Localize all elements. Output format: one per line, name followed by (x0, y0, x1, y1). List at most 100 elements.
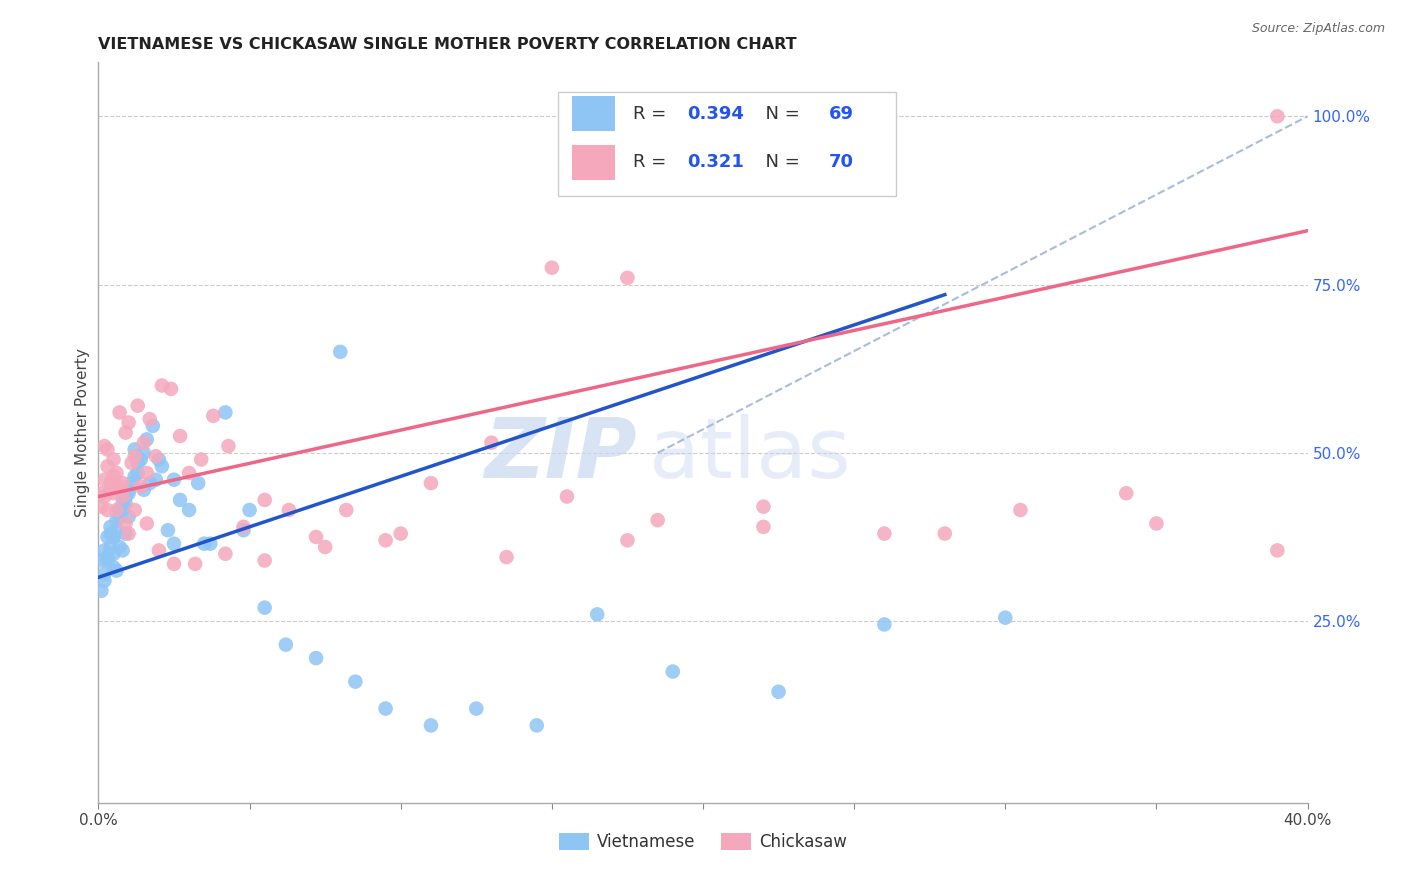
Text: N =: N = (754, 104, 806, 123)
Point (108, 405, 131, 419)
Point (179, 503, 201, 517)
Point (169, 429, 191, 443)
Text: ZIP: ZIP (484, 414, 637, 495)
Point (105, 503, 128, 517)
Point (93, 473, 115, 487)
Point (465, 701, 488, 715)
Point (111, 503, 134, 517)
Point (374, 533, 396, 548)
Point (202, 409, 225, 423)
Point (127, 399, 149, 413)
Point (253, 492, 276, 507)
Point (103, 486, 125, 500)
Point (163, 536, 186, 550)
Point (145, 473, 167, 487)
Point (274, 638, 297, 652)
Point (124, 449, 146, 463)
Point (148, 452, 170, 467)
Point (163, 557, 186, 571)
Point (105, 466, 128, 480)
Point (586, 607, 609, 622)
Text: N =: N = (754, 153, 806, 171)
Point (118, 416, 141, 430)
Point (114, 516, 136, 531)
Point (253, 553, 276, 567)
Point (100, 540, 122, 554)
Point (129, 452, 152, 467)
Point (111, 496, 134, 510)
Point (129, 479, 152, 493)
Point (495, 550, 517, 565)
Point (118, 526, 141, 541)
Point (90, 583, 112, 598)
Point (156, 523, 179, 537)
Point (108, 503, 131, 517)
Legend: Vietnamese, Chickasaw: Vietnamese, Chickasaw (553, 826, 853, 857)
Point (214, 547, 236, 561)
Point (105, 523, 128, 537)
Point (277, 503, 299, 517)
Point (96, 442, 118, 457)
Point (135, 433, 157, 447)
Point (93, 566, 115, 581)
Text: VIETNAMESE VS CHICKASAW SINGLE MOTHER POVERTY CORRELATION CHART: VIETNAMESE VS CHICKASAW SINGLE MOTHER PO… (98, 37, 797, 52)
Point (420, 476, 443, 491)
Point (90, 553, 112, 567)
Point (647, 513, 669, 527)
Point (103, 547, 125, 561)
Point (105, 564, 128, 578)
Text: 69: 69 (828, 104, 853, 123)
Text: atlas: atlas (648, 414, 851, 495)
FancyBboxPatch shape (572, 145, 614, 180)
Point (96, 503, 118, 517)
Point (127, 456, 149, 470)
Text: 0.321: 0.321 (688, 153, 744, 171)
Point (121, 456, 143, 470)
Point (103, 560, 125, 574)
Point (752, 500, 775, 514)
Point (389, 526, 412, 541)
Point (93, 543, 115, 558)
Point (934, 526, 956, 541)
Text: Source: ZipAtlas.com: Source: ZipAtlas.com (1251, 22, 1385, 36)
Point (150, 378, 173, 392)
Point (121, 476, 143, 491)
Point (135, 466, 157, 480)
Point (335, 503, 357, 517)
FancyBboxPatch shape (572, 96, 614, 131)
Point (132, 483, 155, 497)
Point (111, 543, 134, 558)
Point (103, 469, 125, 483)
Point (93, 574, 115, 588)
Point (124, 503, 146, 517)
Point (90, 486, 112, 500)
Point (873, 526, 896, 541)
Point (305, 651, 328, 665)
Point (190, 452, 212, 467)
Point (96, 530, 118, 544)
Point (132, 435, 155, 450)
Point (160, 382, 183, 396)
Point (179, 466, 201, 480)
Point (96, 459, 118, 474)
Point (555, 490, 578, 504)
Point (103, 452, 125, 467)
Point (661, 665, 683, 679)
Point (540, 260, 562, 275)
Point (305, 530, 328, 544)
Point (96, 553, 118, 567)
Point (420, 718, 443, 732)
Point (114, 526, 136, 541)
Point (232, 523, 254, 537)
FancyBboxPatch shape (558, 92, 897, 195)
Point (100, 526, 122, 541)
Point (752, 520, 775, 534)
Point (142, 418, 165, 433)
Point (150, 459, 173, 474)
Point (124, 469, 146, 483)
Point (108, 540, 131, 554)
Point (135, 516, 157, 531)
Point (139, 412, 162, 426)
Point (1010, 503, 1032, 517)
Point (873, 617, 896, 632)
